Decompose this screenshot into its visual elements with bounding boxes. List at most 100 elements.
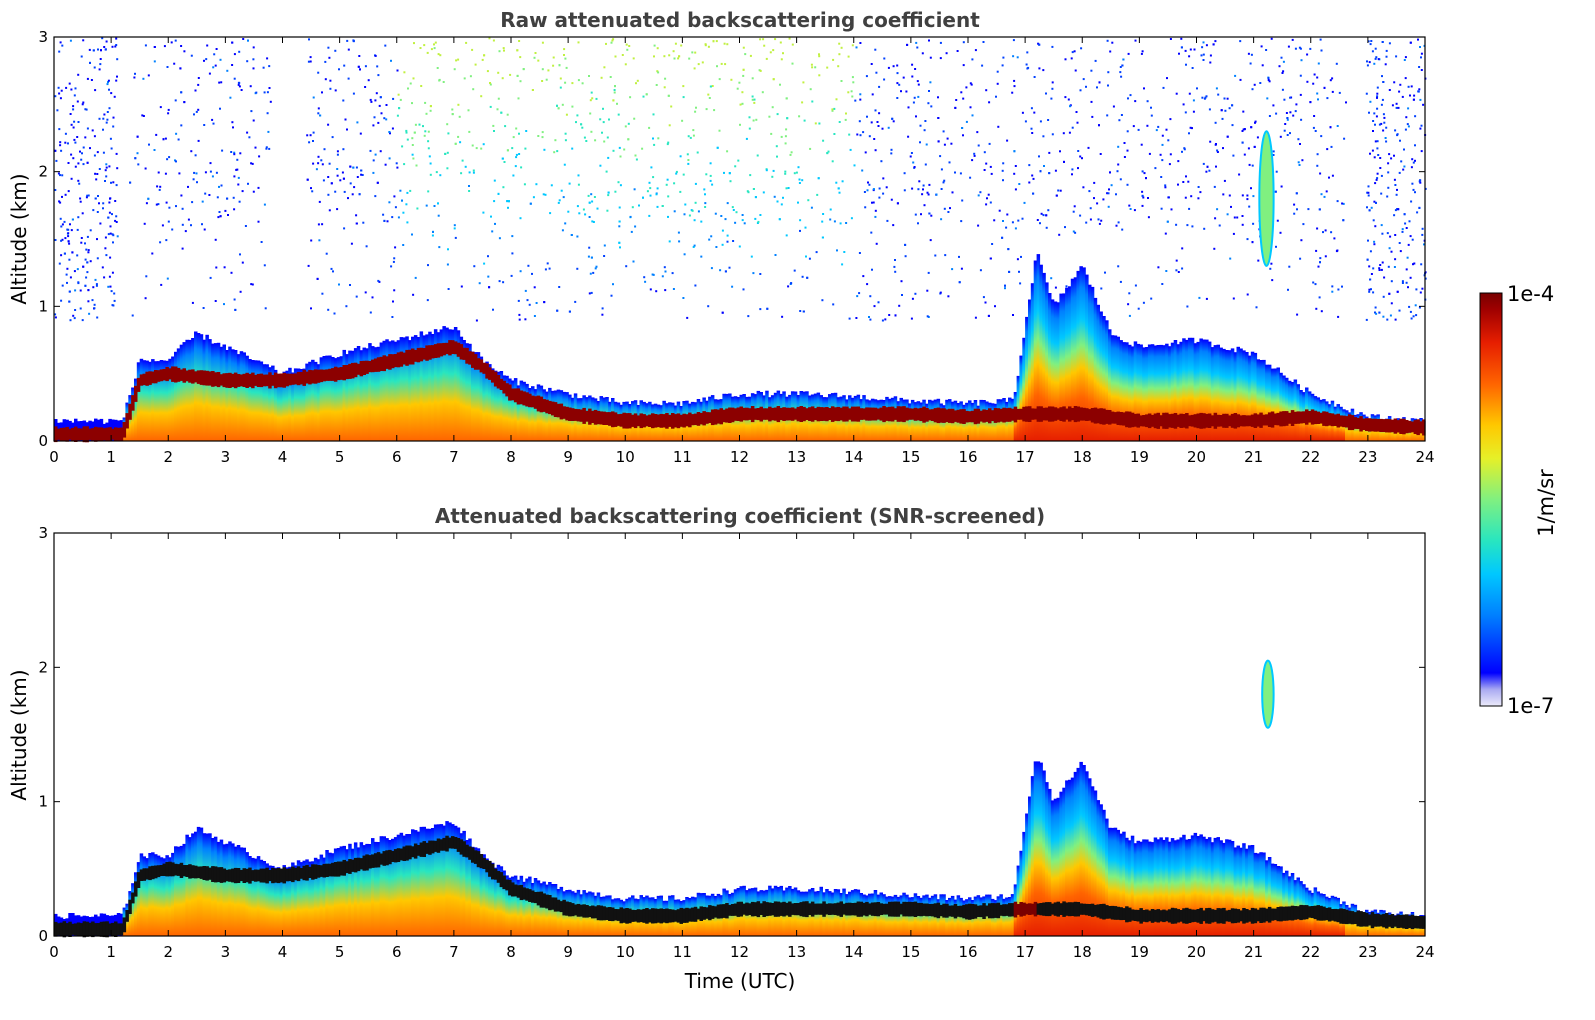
noise-pixel: [799, 229, 801, 232]
noise-pixel: [1390, 157, 1393, 160]
aerosol-column: [551, 884, 555, 936]
backscatter-layer-segment: [188, 864, 192, 879]
noise-pixel: [560, 189, 563, 192]
noise-pixel: [687, 135, 690, 138]
backscatter-layer-segment: [431, 345, 435, 359]
noise-pixel: [1372, 219, 1375, 222]
noise-pixel: [86, 194, 89, 197]
aerosol-column: [516, 385, 521, 441]
noise-pixel: [1388, 153, 1391, 156]
noise-pixel: [738, 245, 741, 248]
noise-pixel: [237, 176, 240, 179]
noise-pixel: [1373, 200, 1376, 203]
noise-pixel: [393, 195, 396, 198]
backscatter-layer-segment: [1033, 408, 1038, 420]
noise-pixel: [838, 121, 841, 123]
backscatter-layer-segment: [642, 414, 646, 428]
noise-pixel: [1394, 318, 1397, 321]
noise-pixel: [852, 81, 855, 84]
backscatter-layer-segment: [531, 395, 535, 408]
noise-pixel: [522, 68, 525, 71]
noise-pixel: [1251, 241, 1254, 244]
noise-pixel: [1331, 290, 1334, 293]
noise-pixel: [458, 115, 461, 118]
noise-pixel: [1209, 140, 1212, 143]
backscatter-layer-segment: [251, 372, 255, 389]
backscatter-layer-segment: [379, 853, 384, 865]
noise-pixel: [365, 245, 368, 248]
backscatter-layer-segment: [690, 414, 695, 426]
noise-pixel: [68, 300, 71, 303]
noise-pixel: [84, 136, 87, 139]
noise-pixel: [1036, 219, 1039, 221]
aerosol-column: [508, 378, 512, 441]
aerosol-column: [179, 845, 184, 936]
noise-pixel: [1366, 206, 1368, 209]
noise-pixel: [927, 193, 930, 196]
noise-pixel: [1296, 313, 1299, 316]
backscatter-layer-segment: [1116, 906, 1120, 920]
noise-pixel: [979, 269, 982, 272]
backscatter-layer-segment: [1296, 411, 1300, 424]
backscatter-layer-segment: [476, 851, 481, 868]
x-tick-label: 13: [787, 448, 806, 466]
noise-pixel: [461, 159, 464, 162]
aerosol-column: [1108, 827, 1112, 936]
backscatter-layer-segment: [773, 901, 778, 917]
backscatter-layer-segment: [802, 406, 806, 422]
backscatter-layer-segment: [888, 901, 892, 917]
noise-pixel: [1419, 179, 1422, 182]
noise-pixel: [855, 46, 858, 49]
noise-pixel: [958, 281, 961, 284]
noise-pixel: [1197, 186, 1200, 188]
backscatter-layer-segment: [1059, 903, 1063, 915]
noise-pixel: [1380, 122, 1383, 125]
noise-pixel: [377, 74, 380, 77]
noise-pixel: [549, 212, 552, 215]
backscatter-layer-segment: [1008, 903, 1012, 917]
noise-pixel: [664, 289, 667, 292]
noise-pixel: [312, 96, 315, 99]
noise-pixel: [977, 144, 980, 147]
noise-pixel: [890, 152, 893, 155]
aerosol-column: [1099, 311, 1103, 441]
noise-pixel: [1181, 247, 1184, 250]
backscatter-layer-segment: [976, 905, 981, 917]
noise-pixel: [226, 197, 229, 200]
backscatter-layer-segment: [648, 909, 652, 923]
noise-pixel: [85, 108, 88, 111]
backscatter-layer-segment: [382, 355, 386, 372]
noise-pixel: [1374, 306, 1377, 309]
noise-pixel: [1415, 288, 1418, 291]
backscatter-layer-segment: [870, 407, 875, 421]
backscatter-layer-segment: [1256, 414, 1260, 427]
noise-pixel: [726, 234, 729, 237]
noise-pixel: [1047, 209, 1050, 212]
noise-pixel: [804, 226, 807, 229]
noise-pixel: [914, 292, 917, 295]
noise-pixel: [1071, 126, 1074, 129]
noise-pixel: [784, 135, 787, 138]
noise-pixel: [1247, 52, 1250, 55]
backscatter-layer-segment: [1413, 420, 1418, 434]
noise-pixel: [1250, 187, 1252, 190]
noise-pixel: [962, 97, 965, 100]
noise-pixel: [1002, 162, 1005, 165]
backscatter-layer-segment: [116, 923, 121, 936]
noise-pixel: [590, 291, 593, 294]
aerosol-column: [325, 355, 329, 441]
noise-pixel: [115, 44, 118, 46]
noise-pixel: [347, 48, 350, 51]
backscatter-layer-segment: [1022, 902, 1026, 916]
noise-pixel: [1012, 39, 1015, 42]
noise-pixel: [1208, 169, 1211, 172]
aerosol-column: [468, 838, 472, 936]
aerosol-column: [188, 837, 192, 936]
noise-pixel: [878, 85, 881, 88]
noise-pixel: [405, 131, 408, 134]
noise-pixel: [427, 130, 430, 133]
aerosol-column: [1236, 346, 1240, 441]
noise-pixel: [1274, 190, 1277, 193]
noise-pixel: [571, 105, 574, 108]
aerosol-column: [331, 853, 335, 936]
